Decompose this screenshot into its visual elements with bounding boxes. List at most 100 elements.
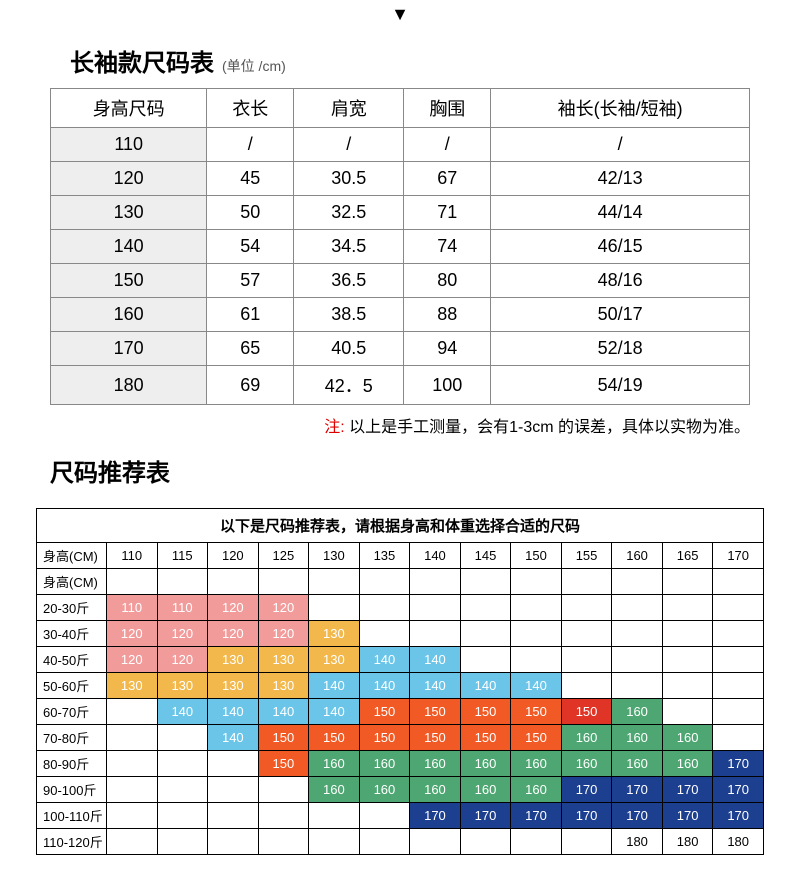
rec-cell bbox=[713, 673, 764, 699]
rec-cell bbox=[208, 777, 259, 803]
size-chart-cell: 61 bbox=[207, 298, 294, 332]
size-chart-section: 长袖款尺码表 (单位 /cm) 身高尺码衣长肩宽胸围袖长(长袖/短袖) 110/… bbox=[0, 43, 800, 437]
rec-cell: 140 bbox=[309, 699, 360, 725]
rec-cell bbox=[107, 777, 158, 803]
size-chart-cell: 67 bbox=[404, 162, 491, 196]
rec-cell bbox=[713, 699, 764, 725]
size-chart-cell: 110 bbox=[51, 128, 207, 162]
rec-cell: 170 bbox=[410, 803, 461, 829]
rec-weight-label: 110-120斤 bbox=[37, 829, 107, 855]
rec-height-cell: 110 bbox=[107, 543, 158, 569]
rec-empty-cell bbox=[359, 569, 410, 595]
rec-cell bbox=[561, 829, 612, 855]
rec-height-cell: 135 bbox=[359, 543, 410, 569]
rec-chart-caption: 以下是尺码推荐表，请根据身高和体重选择合适的尺码 bbox=[36, 508, 764, 542]
rec-cell: 170 bbox=[561, 803, 612, 829]
size-chart-cell: 34.5 bbox=[294, 230, 404, 264]
rec-cell bbox=[612, 647, 663, 673]
rec-chart-section: 以下是尺码推荐表，请根据身高和体重选择合适的尺码 身高(CM)110115120… bbox=[0, 508, 800, 885]
rec-cell: 160 bbox=[612, 751, 663, 777]
rec-cell: 140 bbox=[359, 647, 410, 673]
rec-empty-cell bbox=[511, 569, 562, 595]
size-chart-cell: / bbox=[404, 128, 491, 162]
note-label: 注: bbox=[324, 419, 344, 436]
rec-cell: 160 bbox=[561, 751, 612, 777]
rec-cell: 150 bbox=[561, 699, 612, 725]
rec-cell: 170 bbox=[612, 777, 663, 803]
rec-height-cell: 150 bbox=[511, 543, 562, 569]
rec-cell: 170 bbox=[460, 803, 511, 829]
note-text: 以上是手工测量，会有1-3cm 的误差，具体以实物为准。 bbox=[345, 419, 750, 436]
size-chart-cell: 65 bbox=[207, 332, 294, 366]
rec-cell bbox=[460, 647, 511, 673]
rec-cell bbox=[460, 829, 511, 855]
rec-cell: 150 bbox=[359, 699, 410, 725]
size-chart-cell: / bbox=[491, 128, 750, 162]
rec-empty-cell bbox=[258, 569, 309, 595]
rec-height-cell: 120 bbox=[208, 543, 259, 569]
size-chart-cell: 40.5 bbox=[294, 332, 404, 366]
rec-height-cell: 125 bbox=[258, 543, 309, 569]
size-chart-cell: 69 bbox=[207, 366, 294, 405]
rec-cell: 130 bbox=[309, 647, 360, 673]
size-chart-cell: 170 bbox=[51, 332, 207, 366]
rec-cell: 120 bbox=[157, 647, 208, 673]
rec-cell bbox=[511, 595, 562, 621]
rec-cell: 130 bbox=[258, 647, 309, 673]
rec-cell bbox=[713, 647, 764, 673]
rec-cell: 120 bbox=[208, 621, 259, 647]
rec-cell: 160 bbox=[511, 777, 562, 803]
rec-cell: 140 bbox=[208, 699, 259, 725]
rec-cell: 160 bbox=[662, 751, 713, 777]
rec-cell bbox=[612, 595, 663, 621]
rec-empty-cell bbox=[107, 569, 158, 595]
rec-cell: 170 bbox=[561, 777, 612, 803]
rec-cell: 110 bbox=[157, 595, 208, 621]
size-chart-cell: 46/15 bbox=[491, 230, 750, 264]
rec-weight-label: 90-100斤 bbox=[37, 777, 107, 803]
size-chart-cell: 120 bbox=[51, 162, 207, 196]
rec-cell: 150 bbox=[258, 725, 309, 751]
rec-cell: 160 bbox=[460, 777, 511, 803]
rec-empty-cell bbox=[208, 569, 259, 595]
size-chart-cell: 50 bbox=[207, 196, 294, 230]
size-chart-cell: 45 bbox=[207, 162, 294, 196]
rec-cell: 150 bbox=[511, 699, 562, 725]
rec-chart-title: 尺码推荐表 bbox=[50, 453, 800, 488]
rec-cell: 150 bbox=[410, 725, 461, 751]
rec-cell bbox=[309, 803, 360, 829]
size-chart-cell: 32.5 bbox=[294, 196, 404, 230]
rec-cell: 140 bbox=[359, 673, 410, 699]
rec-cell: 160 bbox=[662, 725, 713, 751]
rec-cell bbox=[157, 751, 208, 777]
rec-cell bbox=[208, 751, 259, 777]
size-chart-cell: 54/19 bbox=[491, 366, 750, 405]
rec-cell: 170 bbox=[612, 803, 663, 829]
rec-cell: 170 bbox=[713, 751, 764, 777]
rec-cell: 110 bbox=[107, 595, 158, 621]
rec-height-cell: 165 bbox=[662, 543, 713, 569]
rec-cell: 160 bbox=[561, 725, 612, 751]
rec-height-cell: 140 bbox=[410, 543, 461, 569]
rec-cell bbox=[309, 829, 360, 855]
size-chart-header: 肩宽 bbox=[294, 89, 404, 128]
rec-height-cell: 155 bbox=[561, 543, 612, 569]
rec-cell bbox=[107, 699, 158, 725]
rec-weight-label: 20-30斤 bbox=[37, 595, 107, 621]
rec-cell: 130 bbox=[309, 621, 360, 647]
size-chart-cell: 150 bbox=[51, 264, 207, 298]
size-chart-cell: 71 bbox=[404, 196, 491, 230]
size-chart-header: 身高尺码 bbox=[51, 89, 207, 128]
rec-cell bbox=[662, 621, 713, 647]
rec-height-cell: 160 bbox=[612, 543, 663, 569]
size-chart-cell: 94 bbox=[404, 332, 491, 366]
size-chart-cell: 130 bbox=[51, 196, 207, 230]
rec-cell: 150 bbox=[359, 725, 410, 751]
rec-cell bbox=[612, 621, 663, 647]
rec-cell: 170 bbox=[662, 803, 713, 829]
size-chart-cell: 50/17 bbox=[491, 298, 750, 332]
rec-empty-cell bbox=[662, 569, 713, 595]
rec-cell: 180 bbox=[612, 829, 663, 855]
rec-weight-label: 30-40斤 bbox=[37, 621, 107, 647]
size-chart-cell: 180 bbox=[51, 366, 207, 405]
